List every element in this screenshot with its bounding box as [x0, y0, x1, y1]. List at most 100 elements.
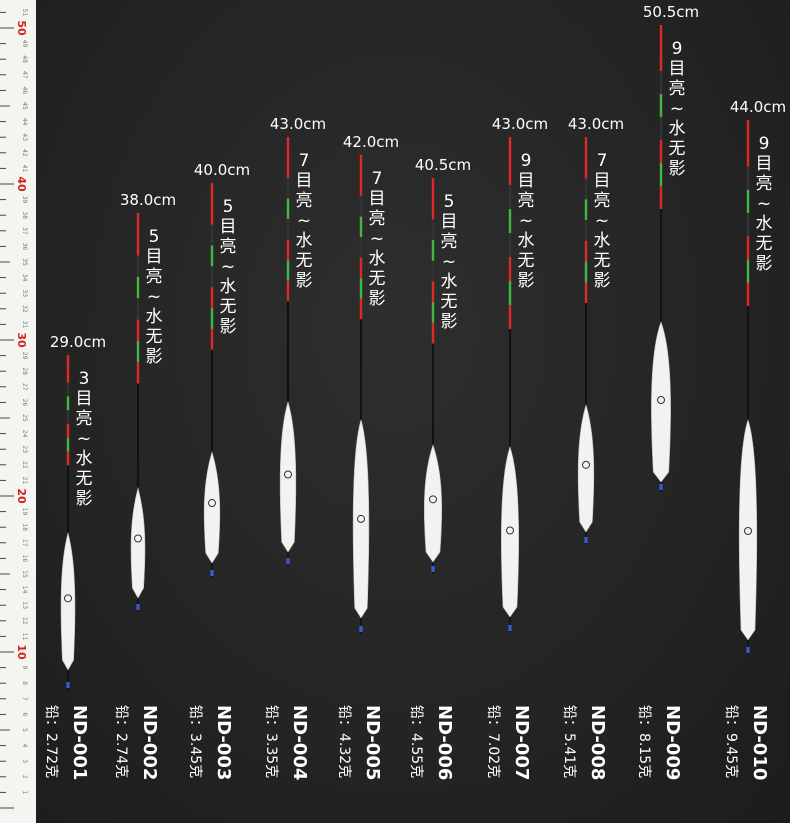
- ruler-minor-number: 17: [21, 539, 28, 547]
- antenna-segment: [508, 305, 512, 330]
- float-foot-ring: [508, 625, 512, 631]
- ruler-minor-number: 24: [21, 430, 28, 438]
- float-body: [738, 419, 758, 641]
- ruler-minor-number: 14: [21, 586, 28, 594]
- antenna-segment: [210, 266, 214, 288]
- float-model-code: ND-010: [749, 705, 770, 781]
- antenna-segment: [286, 137, 290, 158]
- antenna-segment: [210, 203, 214, 225]
- brand-logo-icon: [64, 594, 72, 603]
- float-foot-ring: [659, 484, 663, 490]
- float-nd-008: [577, 137, 595, 545]
- antenna-segment: [659, 71, 663, 95]
- ruler-minor-number: 2: [21, 775, 28, 779]
- antenna-segment: [431, 281, 435, 303]
- measuring-ruler: 1 2 3 4 5 6 7 8 9 11 12 13 14 15 16 17 18 19 21 22 23 24 25 26 2…: [0, 0, 36, 823]
- antenna-segment: [66, 355, 70, 369]
- float-foot-ring: [359, 626, 363, 632]
- ruler-minor-number: 41: [21, 165, 28, 173]
- antenna-segment: [508, 209, 512, 234]
- float-nd-006: [423, 178, 443, 574]
- ruler-minor-number: 46: [21, 87, 28, 95]
- antenna-segment: [584, 220, 588, 241]
- antenna-segment: [508, 281, 512, 306]
- ruler-minor-number: 31: [21, 321, 28, 329]
- ruler-minor-number: 36: [21, 243, 28, 251]
- ruler-label: 20: [15, 488, 28, 504]
- float-nd-003: [203, 183, 221, 578]
- ruler-minor-number: 48: [21, 55, 28, 63]
- antenna-segment: [659, 25, 663, 49]
- ruler-minor-number: 15: [21, 570, 28, 578]
- antenna-segment: [210, 287, 214, 309]
- antenna-segment: [66, 382, 70, 397]
- brand-logo-icon: [506, 526, 514, 535]
- float-model-code: ND-005: [362, 705, 383, 781]
- antenna-segment: [286, 198, 290, 220]
- float-length: 40.0cm: [193, 161, 251, 179]
- antenna-segment: [359, 257, 363, 279]
- antenna-segment: [746, 213, 750, 237]
- float-model-code: ND-007: [511, 705, 532, 781]
- float-foot-ring: [210, 570, 214, 576]
- antenna-segment: [431, 198, 435, 220]
- antenna-segment: [431, 260, 435, 282]
- antenna-segment: [508, 257, 512, 282]
- brand-logo-icon: [357, 514, 365, 523]
- antenna-segment: [746, 120, 750, 144]
- antenna-segment: [210, 183, 214, 204]
- antenna-segment: [210, 224, 214, 246]
- antenna-segment: [136, 362, 140, 384]
- antenna-segment: [431, 240, 435, 261]
- antenna-segment: [286, 157, 290, 179]
- float-foot-ring: [66, 682, 70, 688]
- ruler-minor-number: 6: [21, 712, 28, 716]
- antenna-segment: [210, 245, 214, 267]
- float-lead-weight: 铅：5.41克: [561, 705, 577, 779]
- float-lead-weight: 铅：4.55克: [408, 705, 424, 779]
- antenna-segment: [359, 175, 363, 197]
- float-foot-ring: [431, 566, 435, 572]
- float-visibility: 5目亮~水无影: [440, 192, 458, 332]
- antenna-segment: [136, 234, 140, 256]
- ruler-minor-number: 5: [21, 728, 28, 732]
- float-visibility: 9目亮~水无影: [517, 151, 535, 291]
- float-length: 50.5cm: [642, 3, 700, 21]
- antenna-segment: [359, 216, 363, 238]
- antenna-segment: [286, 219, 290, 240]
- antenna-segment: [746, 143, 750, 167]
- float-body: [279, 400, 297, 553]
- float-length: 44.0cm: [729, 98, 787, 116]
- antenna-segment: [584, 157, 588, 179]
- antenna-segment: [659, 117, 663, 141]
- float-length: 29.0cm: [49, 333, 107, 351]
- ruler-minor-number: 13: [21, 601, 28, 609]
- antenna-segment: [746, 259, 750, 283]
- float-model-code: ND-009: [662, 705, 683, 781]
- ruler-minor-number: 7: [21, 697, 28, 701]
- antenna-segment: [136, 298, 140, 320]
- brand-logo-icon: [657, 396, 665, 404]
- ruler-label: 10: [15, 644, 28, 660]
- brand-logo-icon: [744, 527, 752, 535]
- antenna-segment: [359, 278, 363, 299]
- antenna-segment: [66, 423, 70, 438]
- antenna-segment: [659, 186, 663, 210]
- float-body: [651, 321, 671, 483]
- float-visibility: 9目亮~水无影: [668, 39, 686, 179]
- float-length: 38.0cm: [119, 191, 177, 209]
- float-foot-ring: [746, 647, 750, 653]
- ruler-label: 30: [15, 332, 28, 348]
- float-nd-002: [130, 213, 146, 612]
- ruler-minor-number: 44: [21, 118, 28, 126]
- ruler-minor-number: 32: [21, 305, 28, 313]
- float-lead-weight: 铅：4.32克: [336, 705, 352, 779]
- ruler-minor-number: 19: [21, 508, 28, 516]
- antenna-segment: [286, 239, 290, 261]
- ruler-minor-number: 34: [21, 274, 28, 282]
- ruler-minor-number: 27: [21, 383, 28, 391]
- antenna-segment: [136, 255, 140, 277]
- antenna-segment: [210, 328, 214, 350]
- float-length: 42.0cm: [342, 133, 400, 151]
